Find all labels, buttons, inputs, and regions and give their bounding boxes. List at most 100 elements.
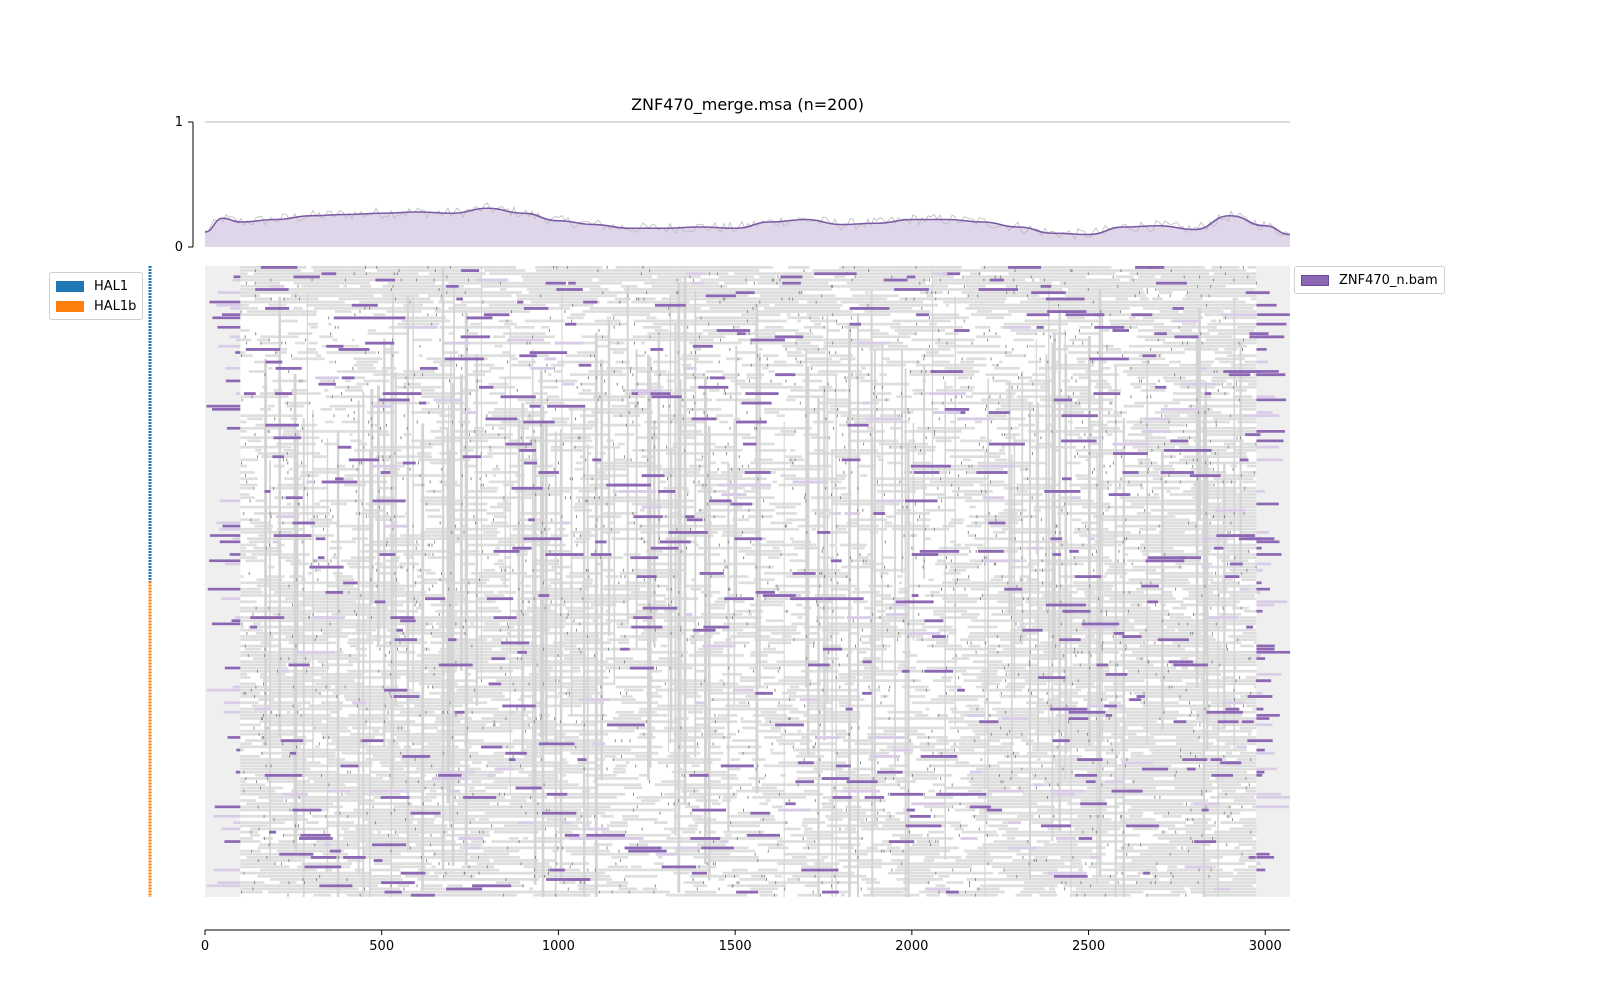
msa-gap-segment [467, 695, 476, 698]
msa-gap-segment [812, 339, 848, 342]
msa-gap-segment [1127, 373, 1184, 376]
msa-gap-segment [1182, 518, 1190, 521]
msa-gap-segment [573, 304, 590, 307]
msa-gap-segment [618, 443, 625, 446]
msa-gap-segment [318, 660, 328, 663]
msa-gap-segment [506, 291, 522, 294]
msa-gap-segment [470, 440, 488, 443]
msa-gap-segment [491, 698, 510, 701]
msa-gap-segment [691, 468, 701, 471]
msa-gap-segment [1243, 572, 1257, 575]
msa-gap-segment [497, 695, 505, 698]
msa-gap-segment [1078, 291, 1082, 294]
msa-gap-segment [765, 597, 770, 600]
msa-gap-segment [650, 269, 678, 272]
msa-gap-segment [498, 559, 503, 562]
msa-gap-segment [476, 695, 497, 698]
msa-gap-segment [942, 582, 1000, 585]
msa-gap-segment [317, 619, 336, 622]
msa-gap-segment [240, 711, 266, 714]
msa-gap-segment [341, 294, 348, 297]
msa-gap-segment [953, 266, 962, 269]
msa-gap-segment [807, 351, 826, 354]
msa-gap-segment [1161, 446, 1168, 449]
msa-gap-segment [1067, 411, 1085, 414]
msa-gap-segment [273, 613, 276, 616]
msa-gap-segment [1231, 657, 1243, 660]
msa-gap-segment [1250, 417, 1256, 420]
msa-gap-segment [965, 544, 969, 547]
msa-gap-segment [240, 600, 256, 603]
msa-gap-segment [342, 345, 359, 348]
msa-gap-segment [353, 275, 396, 278]
msa-gap-segment [989, 689, 1003, 692]
msa-gap-segment [838, 503, 899, 506]
msa-gap-segment [331, 288, 355, 291]
msa-gap-segment [1177, 301, 1216, 304]
msa-gap-segment [1120, 269, 1156, 272]
msa-gap-segment [1058, 266, 1067, 269]
msa-gap-segment [830, 307, 840, 310]
msa-gap-segment [1239, 698, 1245, 701]
msa-gap-segment [432, 676, 442, 679]
msa-gap-segment [308, 572, 312, 575]
msa-gap-segment [1228, 358, 1245, 361]
msa-gap-segment [1163, 619, 1183, 622]
msa-gap-segment [503, 332, 520, 335]
msa-gap-segment [499, 645, 505, 648]
msa-gap-segment [319, 499, 345, 502]
msa-gap-segment [1172, 727, 1190, 730]
msa-gap-segment [467, 342, 516, 345]
msa-gap-segment [1005, 433, 1020, 436]
msa-gap-segment [482, 282, 496, 285]
msa-gap-segment [879, 373, 887, 376]
msa-gap-segment [742, 623, 758, 626]
msa-gap-segment [1151, 509, 1201, 512]
msa-gap-segment [853, 600, 857, 603]
msa-gap-segment [284, 272, 290, 275]
msa-gap-segment [1075, 474, 1087, 477]
msa-gap-segment [797, 518, 807, 521]
msa-gap-segment [773, 449, 787, 452]
msa-gap-segment [1227, 566, 1238, 569]
msa-gap-segment [618, 714, 628, 717]
msa-gap-segment [330, 736, 333, 739]
msa-gap-segment [250, 522, 260, 525]
msa-gap-segment [520, 376, 531, 379]
msa-gap-segment [1128, 641, 1142, 644]
msa-gap-segment [1212, 657, 1232, 660]
msa-gap-segment [720, 613, 743, 616]
msa-gap-segment [966, 525, 981, 528]
msa-gap-segment [477, 626, 495, 629]
msa-gap-segment [832, 616, 845, 619]
msa-gap-segment [1178, 342, 1182, 345]
msa-gap-segment [470, 509, 487, 512]
msa-gap-segment [613, 414, 624, 417]
msa-gap-segment [738, 323, 741, 326]
msa-gap-segment [351, 676, 363, 679]
msa-gap-segment [999, 399, 1028, 402]
msa-gap-segment [909, 332, 916, 335]
msa-gap-segment [1195, 714, 1200, 717]
msa-gap-segment [1212, 376, 1228, 379]
msa-gap-segment [493, 714, 501, 717]
msa-gap-segment [382, 294, 419, 297]
msa-gap-segment [285, 559, 301, 562]
msa-gap-segment [1138, 275, 1155, 278]
msa-gap-segment [1215, 399, 1230, 402]
msa-gap-segment [606, 269, 625, 272]
msa-gap-segment [920, 291, 937, 294]
msa-gap-segment [989, 291, 994, 294]
msa-gap-segment [478, 689, 495, 692]
msa-gap-segment [644, 282, 660, 285]
msa-gap-segment [819, 670, 828, 673]
msa-gap-segment [976, 440, 992, 443]
msa-gap-segment [817, 310, 837, 313]
msa-gap-segment [1141, 291, 1144, 294]
msa-gap-segment [973, 285, 986, 288]
msa-gap-segment [358, 307, 402, 310]
msa-gap-segment [1058, 279, 1079, 282]
msa-gap-segment [607, 316, 611, 319]
msa-gap-segment [332, 682, 352, 685]
msa-gap-segment [634, 275, 652, 278]
